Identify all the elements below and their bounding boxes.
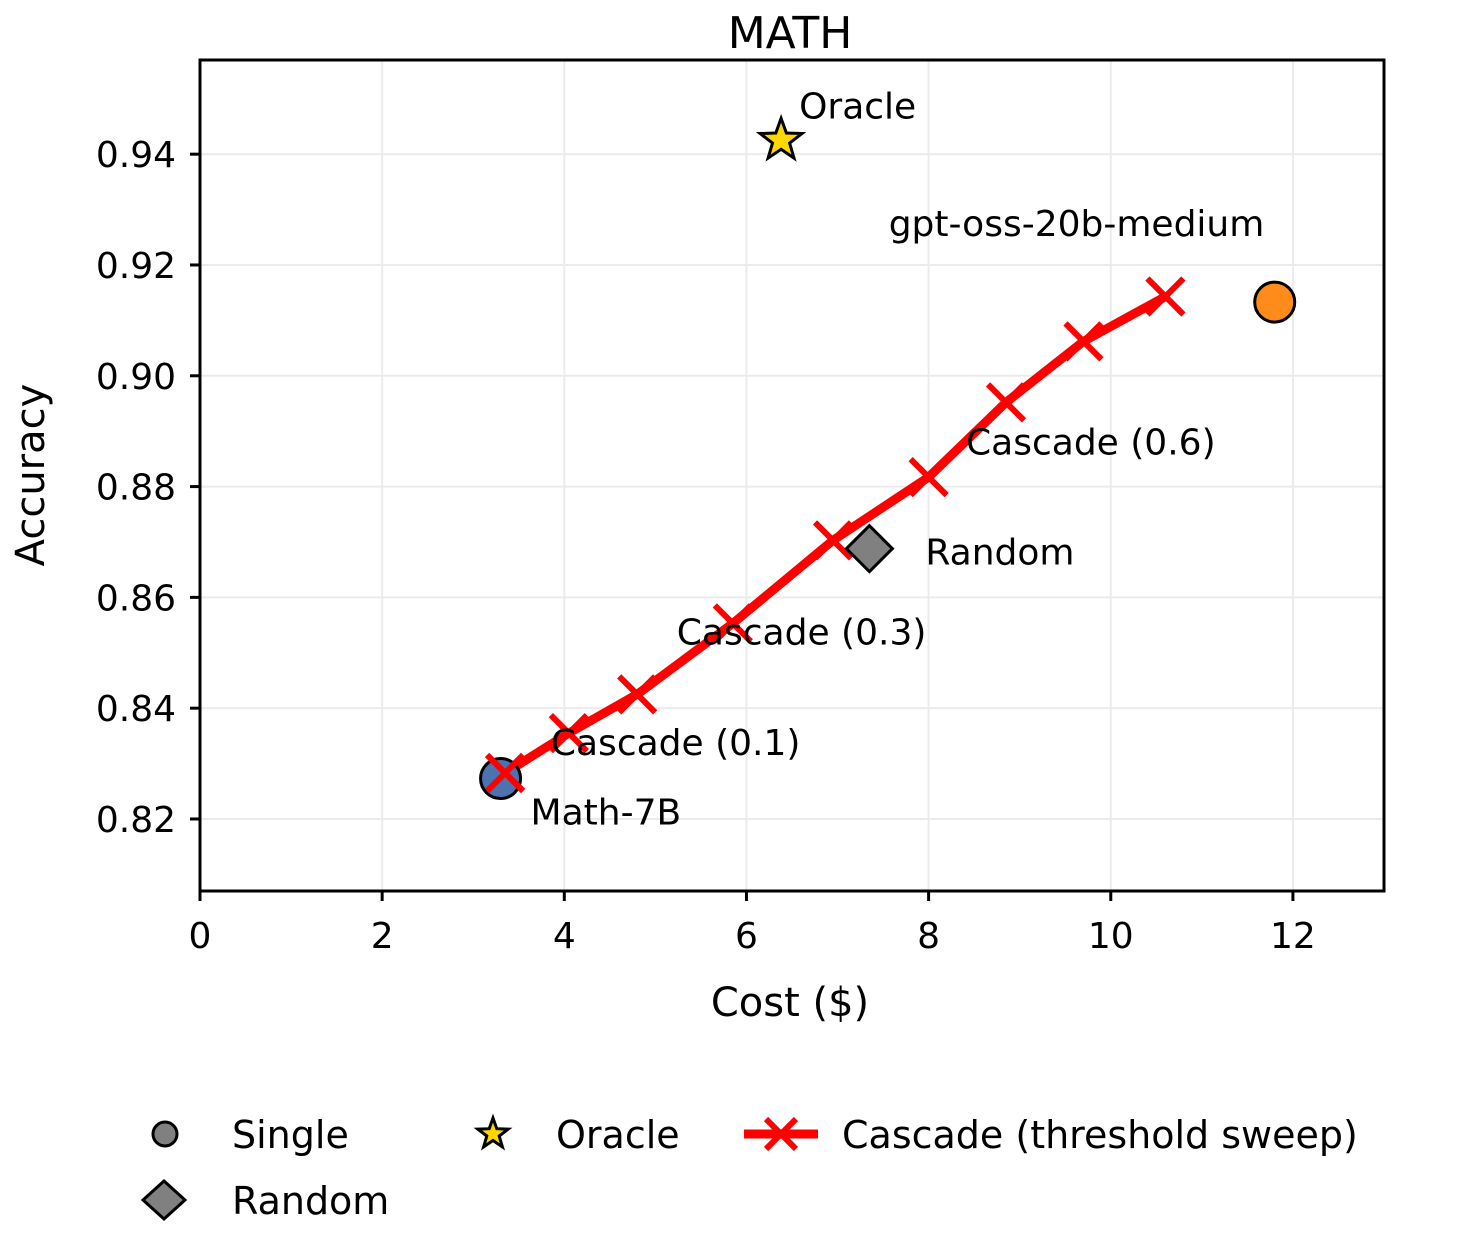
y-tick-label: 0.86 bbox=[96, 578, 176, 619]
chart-title: MATH bbox=[728, 8, 853, 59]
legend-oracle-icon bbox=[473, 1113, 513, 1151]
y-tick-label: 0.84 bbox=[96, 689, 176, 730]
cascade-layer bbox=[484, 276, 1186, 794]
grid-layer bbox=[199, 60, 1384, 891]
x-axis-title: Cost ($) bbox=[711, 980, 869, 1026]
x-tick-label: 10 bbox=[1088, 916, 1134, 957]
x-tick-label: 0 bbox=[189, 916, 212, 957]
annotation-label: Cascade (0.3) bbox=[677, 612, 927, 653]
legend: Single Random Oracle Cascade (threshold … bbox=[140, 1113, 1358, 1223]
random-point bbox=[844, 523, 895, 574]
x-tick-label: 4 bbox=[553, 916, 576, 957]
y-axis-title: Accuracy bbox=[8, 384, 54, 567]
cascade-point-overlay bbox=[484, 752, 526, 794]
y-tick-label: 0.88 bbox=[96, 468, 176, 509]
annotation-layer: Math-7B gpt-oss-20b-medium Random Oracle Cas… bbox=[531, 86, 1265, 833]
plot-area-frame bbox=[198, 58, 1386, 893]
annotation-marker bbox=[552, 716, 586, 750]
label-random: Random bbox=[925, 533, 1074, 574]
legend-label-oracle: Oracle bbox=[556, 1113, 680, 1157]
x-tick-label: 8 bbox=[917, 916, 940, 957]
cascade-point bbox=[1063, 321, 1104, 362]
cascade-point bbox=[812, 520, 854, 561]
axis-layer: 0 2 4 6 8 10 12 0.82 0.84 0.86 0.88 0.90 0.92 0.94 bbox=[96, 135, 1316, 957]
annotation-marker bbox=[716, 606, 750, 641]
legend-label-single: Single bbox=[232, 1113, 349, 1157]
cascade-point bbox=[1145, 276, 1186, 317]
x-tick-label: 6 bbox=[735, 916, 758, 957]
label-oracle: Oracle bbox=[799, 86, 916, 127]
x-tick-label: 2 bbox=[371, 916, 394, 957]
y-tick-label: 0.92 bbox=[96, 246, 176, 287]
legend-cascade-x-icon bbox=[763, 1116, 799, 1152]
annotation-marker bbox=[989, 385, 1023, 420]
label-math-7b: Math-7B bbox=[531, 793, 682, 834]
legend-random-icon bbox=[140, 1178, 188, 1222]
cascade-point bbox=[617, 674, 658, 715]
marker-layer bbox=[479, 113, 1297, 801]
annotation-label: Cascade (0.1) bbox=[551, 723, 801, 764]
legend-single-icon bbox=[151, 1120, 179, 1148]
y-tick-label: 0.90 bbox=[96, 357, 176, 398]
oracle-point bbox=[755, 113, 807, 162]
cascade-point bbox=[908, 457, 949, 498]
annotation-label: Cascade (0.6) bbox=[966, 422, 1216, 463]
y-tick-label: 0.94 bbox=[96, 135, 176, 176]
legend-label-random: Random bbox=[232, 1179, 389, 1223]
y-tick-label: 0.82 bbox=[96, 800, 176, 841]
single-point bbox=[1253, 280, 1297, 324]
label-gpt-oss: gpt-oss-20b-medium bbox=[889, 204, 1265, 245]
x-tick-label: 12 bbox=[1270, 916, 1316, 957]
legend-label-cascade: Cascade (threshold sweep) bbox=[842, 1113, 1358, 1157]
